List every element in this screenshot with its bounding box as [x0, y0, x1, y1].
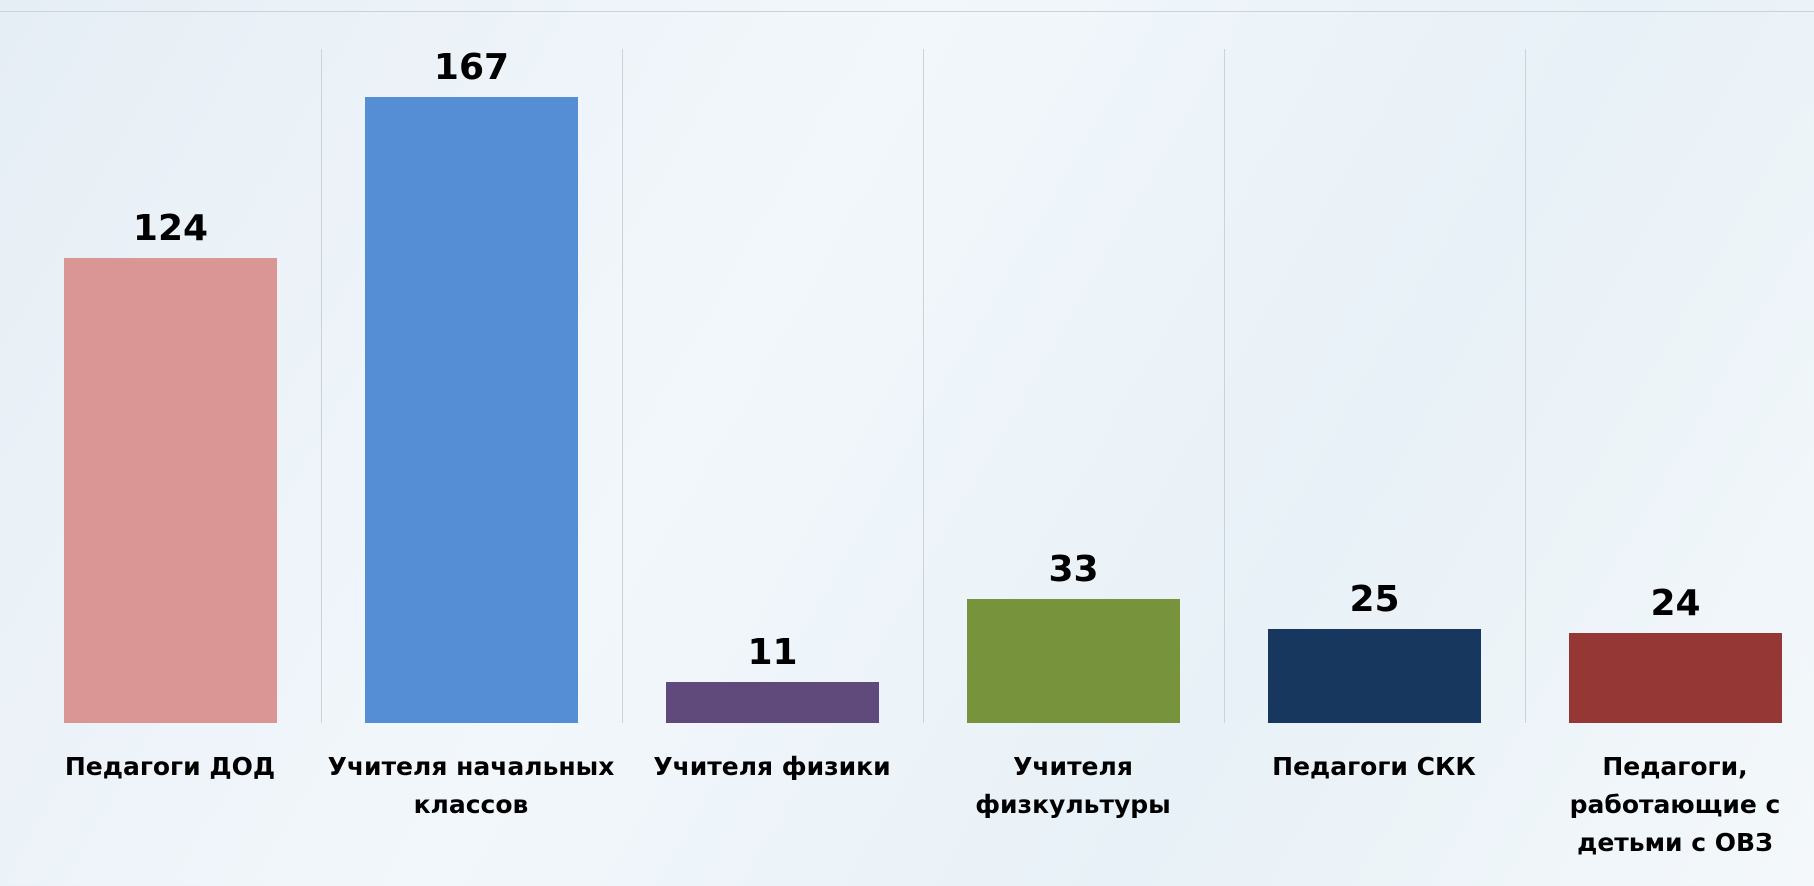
- separator: [1224, 49, 1225, 723]
- value-label: 11: [747, 631, 798, 673]
- category-label: Учителя физики: [653, 752, 891, 781]
- category-label: Учителя физкультуры: [975, 752, 1171, 819]
- category-label: Учителя начальных классов: [327, 752, 615, 819]
- bar: [666, 681, 879, 723]
- bar: [1569, 633, 1782, 723]
- value-label: 167: [433, 47, 510, 88]
- top-border: [0, 11, 1814, 12]
- value-label: 33: [1048, 549, 1099, 591]
- value-label: 124: [132, 208, 209, 250]
- separator: [622, 49, 623, 723]
- category-label: Педагоги ДОД: [64, 752, 276, 781]
- bar: [64, 258, 277, 723]
- bar: [967, 599, 1180, 723]
- separator: [1525, 49, 1526, 723]
- separator: [321, 49, 322, 723]
- value-label: 25: [1349, 579, 1400, 621]
- bar: [365, 97, 578, 723]
- category-label: Педагоги СКК: [1272, 752, 1476, 781]
- separator: [923, 49, 924, 723]
- category-label: Педагоги, работающие с детьми с ОВЗ: [1569, 752, 1781, 857]
- value-label: 24: [1650, 583, 1701, 625]
- bar: [1268, 629, 1481, 723]
